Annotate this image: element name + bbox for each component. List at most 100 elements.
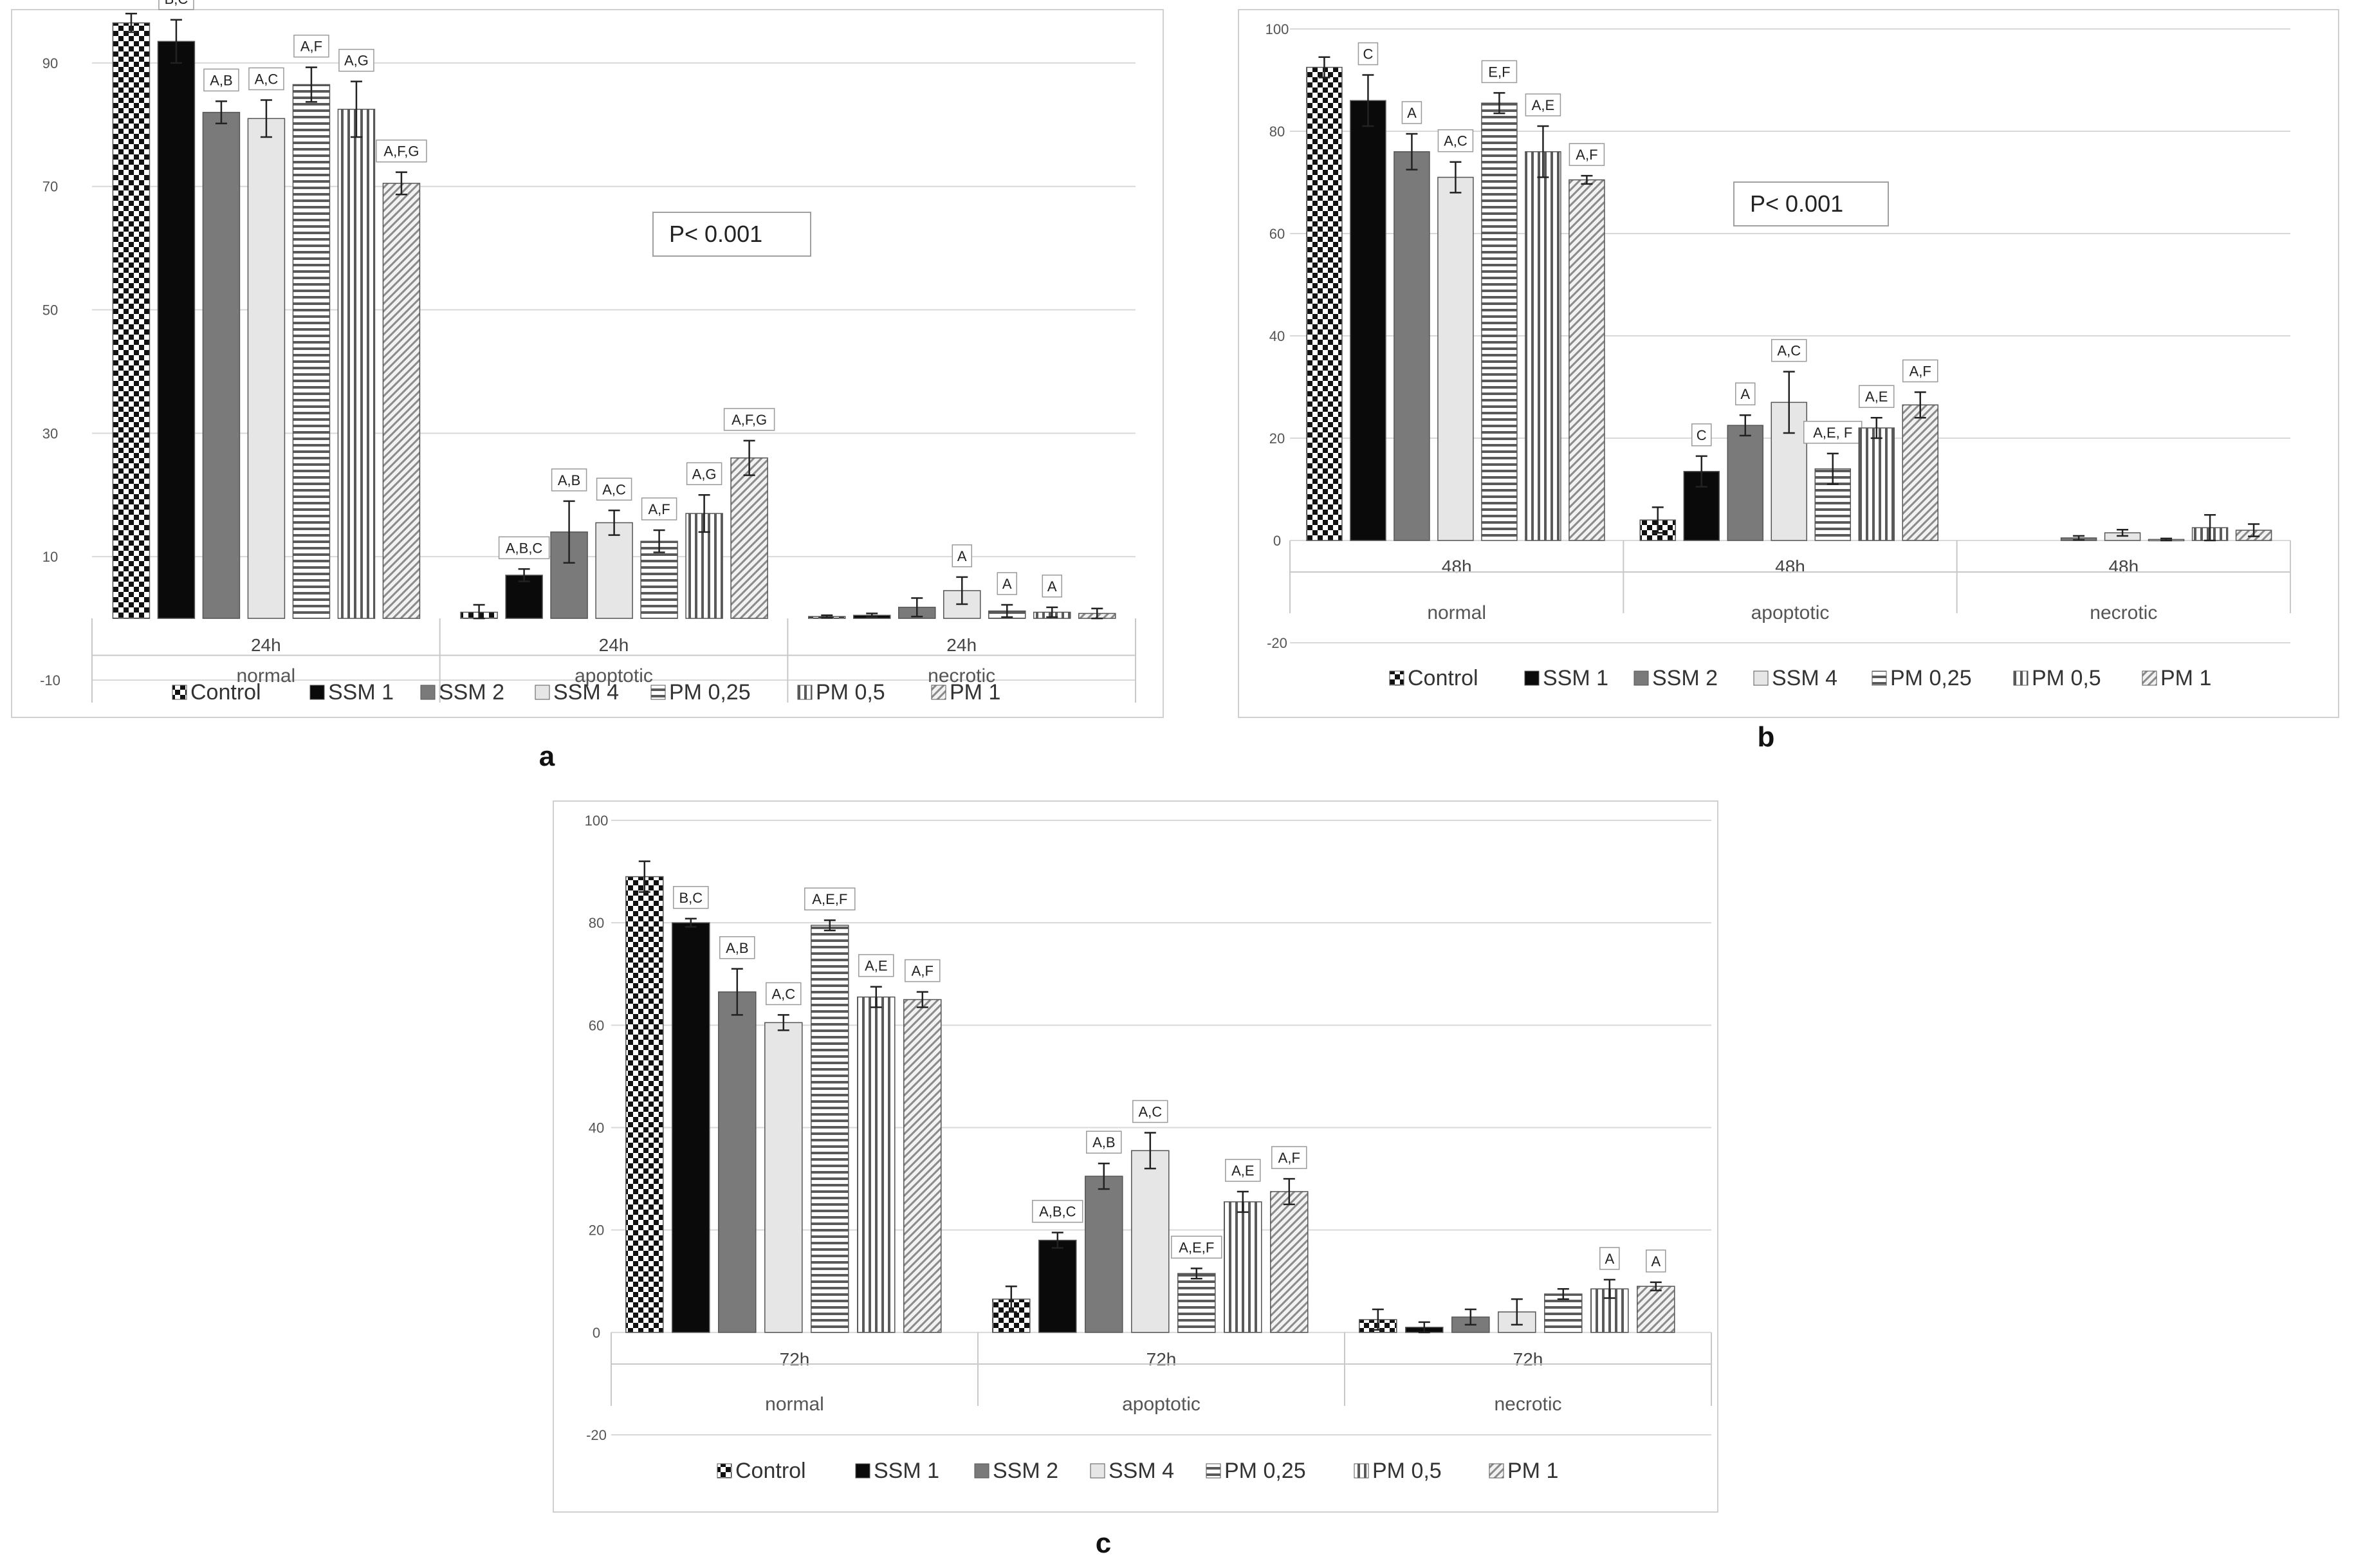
significance-box: [1859, 385, 1895, 408]
y-tick-label: 50: [42, 302, 58, 318]
significance-label: A,C: [1777, 343, 1801, 359]
legend-swatch-ssm-2: [420, 685, 436, 700]
category-label: necrotic: [2090, 602, 2157, 623]
error-bar: [956, 576, 968, 605]
y-tick-label: 20: [589, 1222, 604, 1239]
significance-box: [1569, 143, 1605, 166]
significance-label: C: [1363, 46, 1373, 62]
error-bar: [215, 100, 227, 125]
significance-label: A: [1047, 578, 1057, 595]
legend-label-control: Control: [1408, 666, 1478, 690]
error-bar: [1362, 74, 1374, 127]
error-bar: [1493, 92, 1505, 115]
legend-swatch-pm-1: [1489, 1463, 1504, 1479]
category-label: necrotic: [928, 665, 995, 687]
bar-ssm-4-apoptotic: [595, 522, 633, 619]
y-tick-label: 100: [585, 813, 609, 829]
significance-box: [905, 959, 941, 982]
significance-label: A: [1407, 105, 1417, 121]
p-value-label: P< 0.001: [669, 221, 762, 247]
significance-box: [203, 68, 239, 92]
error-bar: [653, 529, 665, 553]
category-label: apoptotic: [575, 665, 653, 687]
panel-letter: a: [539, 741, 555, 772]
significance-label: A,B: [210, 72, 232, 88]
legend-swatch-pm-0-25: [1872, 670, 1887, 686]
legend-label-pm-1: PM 1: [2160, 666, 2211, 690]
error-bar: [866, 613, 878, 618]
error-bar: [1098, 1162, 1110, 1190]
time-label: 72h: [780, 1349, 810, 1369]
bar-pm-0-5-apoptotic: [1858, 427, 1895, 541]
significance-label: A,C: [602, 481, 626, 497]
bar-ssm-4-normal: [764, 1022, 803, 1333]
significance-label: A,B: [1092, 1134, 1115, 1150]
significance-box: [1042, 575, 1063, 598]
error-bar: [1318, 56, 1330, 78]
significance-label: A,C: [1138, 1103, 1162, 1120]
significance-box: [376, 139, 427, 163]
significance-box: [1401, 101, 1422, 124]
bar-ssm-2-normal: [202, 111, 241, 619]
significance-label: A,C: [771, 986, 795, 1002]
legend-swatch-ssm-4: [1753, 670, 1769, 686]
y-tick-label: 40: [1269, 328, 1285, 344]
significance-box: [1132, 1100, 1168, 1123]
significance-box: [686, 462, 722, 486]
significance-label: A,C: [1444, 133, 1468, 149]
significance-box: [1691, 423, 1712, 447]
error-bar: [1652, 506, 1664, 534]
significance-box: [766, 982, 802, 1006]
category-label: apoptotic: [1122, 1394, 1201, 1415]
bar-control-normal: [1306, 66, 1343, 541]
time-label: 48h: [1775, 557, 1805, 576]
bar-pm-0-25-apoptotic: [640, 540, 678, 619]
bar-pm-0-5-normal: [857, 996, 896, 1333]
bar-pm-0-5-normal: [337, 109, 376, 619]
significance-label: A,E, F: [1813, 425, 1852, 441]
legend-label-pm-0-5: PM 0,5: [816, 680, 885, 705]
error-bar: [2248, 523, 2260, 537]
legend-swatch-ssm-2: [974, 1463, 989, 1479]
legend-label-ssm-4: SSM 4: [553, 680, 619, 705]
bar-ssm-2-normal: [1394, 151, 1430, 541]
y-tick-label: 60: [1269, 226, 1285, 242]
bar-ssm-2-apoptotic: [1085, 1176, 1123, 1333]
significance-label: A,E,F: [812, 891, 847, 907]
significance-label: A,E: [1231, 1163, 1254, 1179]
error-bar: [731, 968, 743, 1016]
legend-label-control: Control: [735, 1459, 806, 1483]
error-bar: [2117, 529, 2129, 537]
bar-pm-1-necrotic: [1637, 1286, 1675, 1333]
error-bar: [1739, 414, 1751, 437]
legend-label-ssm-2: SSM 2: [993, 1459, 1058, 1483]
panel-letter: b: [1758, 721, 1775, 753]
chart-panel-b: -20 0 20 40 60 80 100 48h normal 48h apoptotic 48h n…: [1238, 9, 2339, 753]
significance-box: [719, 936, 755, 959]
significance-box: [1225, 1159, 1261, 1182]
error-bar: [2204, 514, 2216, 542]
error-bar: [1914, 391, 1926, 419]
error-bar: [1650, 1281, 1662, 1291]
legend-label-pm-1: PM 1: [950, 680, 1000, 705]
legend-swatch-pm-0-25: [650, 685, 666, 700]
significance-box: [804, 887, 856, 910]
significance-box: [248, 67, 284, 91]
error-bar: [1091, 607, 1103, 620]
bar-pm-0-25-apoptotic: [1177, 1273, 1216, 1333]
significance-label: A,C: [255, 71, 279, 87]
p-value-box: [1733, 181, 1889, 226]
significance-label: B,C: [165, 0, 189, 7]
y-tick-label: -10: [40, 672, 60, 688]
significance-box: [1735, 382, 1756, 405]
significance-box: [1357, 42, 1379, 66]
significance-label: A,G: [344, 53, 369, 69]
legend-label-ssm-1: SSM 1: [874, 1459, 939, 1483]
bar-ssm-1-normal: [1350, 100, 1386, 541]
panel-letter: c: [1096, 1527, 1111, 1559]
bar-ssm-1-apoptotic: [1038, 1239, 1077, 1333]
significance-box: [1525, 93, 1561, 116]
error-bar: [1783, 371, 1795, 434]
p-value-box: [652, 212, 811, 257]
significance-box: [551, 468, 587, 492]
